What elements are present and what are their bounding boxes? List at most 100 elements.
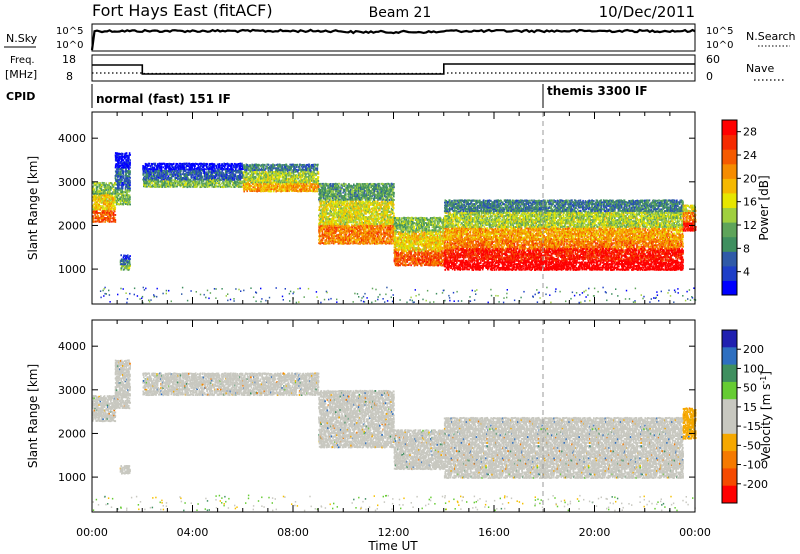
power-cell	[332, 199, 334, 201]
power-cell	[127, 177, 129, 179]
power-cell	[185, 169, 187, 171]
power-cell	[195, 175, 197, 177]
power-cell	[323, 237, 325, 239]
power-cell	[207, 163, 209, 165]
power-cell	[201, 172, 203, 174]
power-cell	[261, 175, 263, 177]
power-cell	[129, 180, 131, 182]
power-cell	[129, 170, 131, 172]
power-cell	[166, 179, 168, 181]
power-cell	[301, 190, 303, 192]
power-cell	[276, 187, 278, 189]
power-panel: 1000200030004000 Slant Range [km]	[26, 112, 697, 304]
power-cell	[330, 183, 332, 185]
power-cell	[109, 212, 111, 214]
power-cell	[345, 201, 347, 203]
power-cell	[329, 215, 331, 217]
power-cell	[348, 211, 350, 213]
power-cell	[327, 195, 329, 197]
power-cell	[94, 214, 96, 216]
power-cell	[253, 173, 255, 175]
power-cell	[184, 186, 186, 188]
power-cell	[197, 186, 199, 188]
power-cell	[129, 177, 131, 179]
power-cell	[338, 183, 340, 185]
power-cell	[125, 172, 127, 174]
power-cell	[187, 186, 189, 188]
power-cell	[96, 184, 98, 186]
power-cell	[231, 186, 233, 188]
power-cell	[170, 179, 172, 181]
power-cell	[104, 208, 106, 210]
power-cell	[238, 163, 240, 165]
power-cell	[129, 196, 131, 198]
power-cell	[165, 177, 167, 179]
power-cell	[129, 161, 131, 163]
power-cell	[261, 189, 263, 191]
power-cell	[350, 189, 352, 191]
power-cell	[126, 152, 128, 154]
power-cell	[204, 186, 206, 188]
power-cell	[338, 185, 340, 187]
power-cell	[327, 183, 329, 185]
power-cell	[173, 175, 175, 177]
power-cell	[129, 255, 131, 257]
power-cell	[324, 204, 326, 206]
power-cell	[119, 188, 121, 190]
power-cell	[307, 185, 309, 187]
nave-right-tick-bottom: 0	[706, 70, 713, 83]
power-cell	[115, 221, 117, 223]
power-cell	[114, 205, 116, 207]
power-cell	[217, 177, 219, 179]
power-cell	[233, 165, 235, 167]
power-cell	[320, 223, 322, 225]
power-cell	[119, 184, 121, 186]
power-cell	[341, 187, 343, 189]
power-cell	[94, 189, 96, 191]
power-cell	[250, 164, 252, 166]
power-cell	[194, 165, 196, 167]
power-cell	[129, 258, 131, 260]
power-cell	[100, 205, 102, 207]
power-cell	[113, 203, 115, 205]
power-cell	[113, 186, 115, 188]
power-cell	[322, 231, 324, 233]
power-cell	[333, 201, 335, 203]
power-cell	[271, 190, 273, 192]
power-cell	[125, 168, 127, 170]
power-cell	[336, 231, 338, 233]
power-cell	[155, 184, 157, 186]
power-cell	[159, 184, 161, 186]
power-cell	[295, 171, 297, 173]
cpid-panel: CPID normal (fast) 151 IF themis 3300 IF	[6, 84, 648, 108]
power-cell	[285, 176, 287, 178]
power-cell	[324, 210, 326, 212]
nave-label: Nave	[746, 62, 774, 75]
power-cell	[307, 182, 309, 184]
power-cell	[115, 191, 117, 193]
power-cell	[103, 206, 105, 208]
power-cell	[292, 180, 294, 182]
power-cell	[158, 181, 160, 183]
power-cell	[346, 209, 348, 211]
power-cell	[221, 183, 223, 185]
power-cell	[125, 263, 127, 265]
power-cell	[274, 180, 276, 182]
power-cell	[202, 176, 204, 178]
power-cell	[180, 173, 182, 175]
power-cell	[118, 186, 120, 188]
power-cell	[323, 218, 325, 220]
power-cell	[129, 152, 131, 154]
power-cell	[260, 180, 262, 182]
power-cell	[129, 260, 131, 262]
power-cell	[219, 163, 221, 165]
power-cell	[347, 200, 349, 202]
power-cell	[326, 240, 328, 242]
cpid-mode-themis: themis 3300 IF	[547, 84, 648, 98]
power-cell	[331, 234, 333, 236]
power-cell	[122, 187, 124, 189]
power-cell	[231, 166, 233, 168]
power-cell	[329, 243, 331, 245]
power-cell	[108, 209, 110, 211]
power-cell	[318, 171, 320, 173]
